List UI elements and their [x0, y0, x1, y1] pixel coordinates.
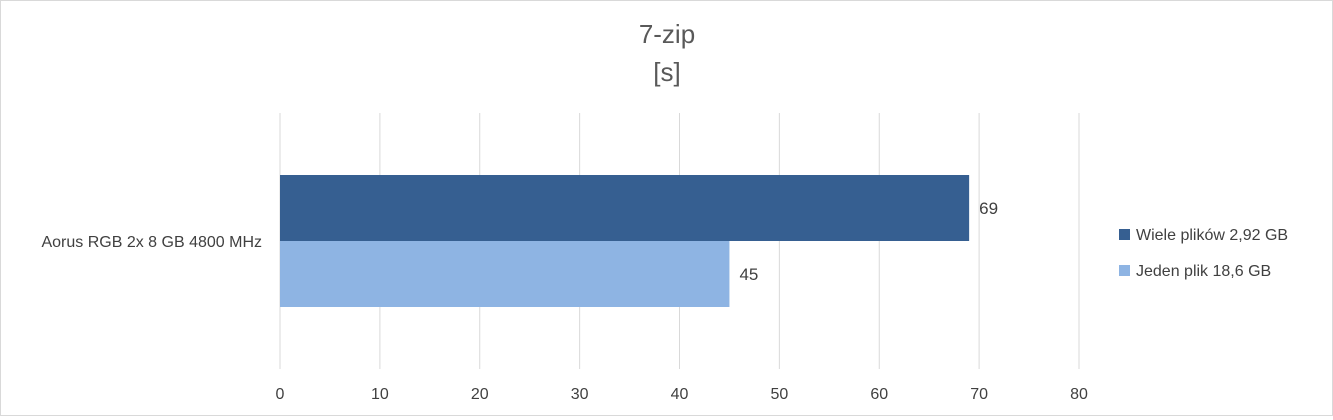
x-tick-label: 40 — [671, 386, 689, 403]
bar — [280, 175, 970, 241]
x-tick-label: 50 — [770, 386, 788, 403]
x-tick-label: 10 — [371, 386, 389, 403]
x-tick-label: 80 — [1070, 386, 1088, 403]
chart-title: 7-zip — [639, 19, 695, 49]
x-tick-label: 60 — [870, 386, 888, 403]
legend-label: Wiele plików 2,92 GB — [1136, 227, 1288, 244]
x-tick-label: 30 — [571, 386, 589, 403]
chart-subtitle: [s] — [653, 57, 680, 87]
legend: Wiele plików 2,92 GB Jeden plik 18,6 GB — [1119, 227, 1288, 280]
x-tick-label: 20 — [471, 386, 489, 403]
category-label: Aorus RGB 2x 8 GB 4800 MHz — [41, 234, 262, 251]
legend-swatch — [1119, 229, 1130, 240]
data-label: 69 — [979, 199, 998, 218]
data-labels: 69 45 — [739, 199, 998, 284]
y-axis-categories: Aorus RGB 2x 8 GB 4800 MHz — [41, 234, 262, 251]
x-tick-label: 0 — [276, 386, 285, 403]
bars — [280, 175, 970, 307]
legend-label: Jeden plik 18,6 GB — [1136, 263, 1271, 280]
x-tick-label: 70 — [970, 386, 988, 403]
legend-swatch — [1119, 265, 1130, 276]
bar — [280, 241, 730, 307]
x-axis-ticks: 0 10 20 30 40 50 60 70 80 — [276, 386, 1088, 403]
data-label: 45 — [739, 265, 758, 284]
